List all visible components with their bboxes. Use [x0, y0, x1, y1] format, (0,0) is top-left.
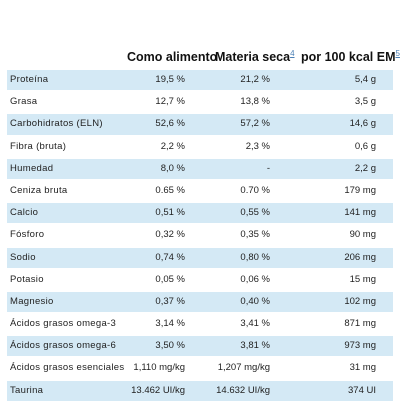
nutrient-name: Ácidos grasos esenciales [10, 362, 125, 374]
table-row: Humedad 8,0 % - 2,2 g [7, 158, 393, 181]
nutrient-name: Potasio [10, 273, 44, 285]
header-per-100-kcal: por 100 kcal EM5 [301, 49, 400, 64]
dry-matter-value: 57,2 % [240, 118, 270, 130]
nutrient-name: Carbohidratos (ELN) [10, 118, 103, 130]
nutrient-name: Ácidos grasos omega-3 [10, 318, 117, 330]
table-header: Como alimento Materia seca4 por 100 kcal… [7, 49, 400, 70]
table-row: Fósforo 0,32 % 0,35 % 90 mg [7, 225, 393, 248]
per-100-kcal-value: 141 mg [344, 207, 376, 219]
table-row: Ácidos grasos esenciales 1,110 mg/kg 1,207… [7, 358, 393, 381]
nutrient-name: Taurina [10, 384, 44, 396]
dry-matter-value: 13,8 % [240, 96, 270, 108]
as-fed-value: 3,14 % [155, 318, 185, 330]
per-100-kcal-value: 871 mg [344, 318, 376, 330]
dry-matter-value: 14.632 UI/kg [216, 384, 270, 396]
dry-matter-value: - [266, 162, 270, 174]
per-100-kcal-value: 102 mg [344, 295, 376, 307]
as-fed-value: 52,6 % [155, 118, 185, 130]
per-100-kcal-value: 15 mg [349, 273, 376, 285]
per-100-kcal-value: 374 UI [348, 384, 376, 396]
table-row: Potasio 0,05 % 0,06 % 15 mg [7, 269, 393, 292]
header-dry-matter-label: Materia seca [215, 50, 291, 64]
nutrient-name: Fibra (bruta) [10, 140, 67, 152]
as-fed-value: 0.65 % [155, 184, 185, 196]
dry-matter-value: 3,81 % [240, 340, 270, 352]
header-as-fed: Como alimento [127, 50, 218, 64]
nutrient-name: Fósforo [10, 229, 45, 241]
nutrient-name: Humedad [10, 162, 54, 174]
table-row: Carbohidratos (ELN) 52,6 % 57,2 % 14,6 g [7, 114, 393, 137]
dry-matter-value: 0,80 % [240, 251, 270, 263]
table-row: Taurina 13.462 UI/kg 14.632 UI/kg 374 UI [7, 380, 393, 403]
as-fed-value: 12,7 % [155, 96, 185, 108]
footnote-link-4[interactable]: 4 [290, 48, 295, 58]
dry-matter-value: 0,06 % [240, 273, 270, 285]
table-row: Ceniza bruta 0.65 % 0.70 % 179 mg [7, 180, 393, 204]
as-fed-value: 8,0 % [160, 162, 185, 174]
dry-matter-value: 1,207 mg/kg [217, 362, 270, 374]
per-100-kcal-value: 179 mg [344, 184, 376, 196]
dry-matter-value: 0.70 % [240, 184, 270, 196]
nutrient-name: Ácidos grasos omega-6 [10, 340, 117, 352]
table-row: Ácidos grasos omega-6 3,50 % 3,81 % 973 mg [7, 336, 393, 359]
per-100-kcal-value: 31 mg [349, 362, 376, 374]
per-100-kcal-value: 5,4 g [354, 74, 376, 85]
dry-matter-value: 3,41 % [240, 318, 270, 330]
table-row: Calcio 0,51 % 0,55 % 141 mg [7, 203, 393, 226]
dry-matter-value: 0,55 % [240, 207, 270, 219]
header-per-100-kcal-label: por 100 kcal EM [301, 50, 396, 64]
nutrient-name: Calcio [10, 207, 39, 219]
table-row: Fibra (bruta) 2,2 % 2,3 % 0,6 g [7, 136, 393, 159]
per-100-kcal-value: 0,6 g [354, 140, 376, 152]
per-100-kcal-value: 3,5 g [354, 96, 376, 108]
table-body: Proteína 19,5 % 21,2 % 5,4 g Grasa 12,7 % 13,8… [7, 70, 393, 403]
dry-matter-value: 0,35 % [240, 229, 270, 241]
nutrient-name: Grasa [10, 96, 38, 108]
table-row: Grasa 12,7 % 13,8 % 3,5 g [7, 92, 393, 115]
as-fed-value: 3,50 % [155, 340, 185, 352]
as-fed-value: 0,51 % [155, 207, 185, 219]
as-fed-value: 0,32 % [155, 229, 185, 241]
per-100-kcal-value: 206 mg [344, 251, 376, 263]
as-fed-value: 1,110 mg/kg [133, 362, 185, 374]
footnote-link-5[interactable]: 5 [395, 48, 400, 58]
nutrient-name: Sodio [10, 251, 36, 263]
dry-matter-value: 21,2 % [240, 74, 270, 85]
nutrition-table: Como alimento Materia seca4 por 100 kcal… [7, 49, 400, 403]
table-row: Proteína 19,5 % 21,2 % 5,4 g [7, 70, 393, 93]
nutrient-name: Proteína [10, 74, 49, 85]
per-100-kcal-value: 973 mg [344, 340, 376, 352]
nutrient-name: Ceniza bruta [10, 184, 68, 196]
as-fed-value: 19,5 % [155, 74, 185, 85]
per-100-kcal-value: 14,6 g [349, 118, 376, 130]
per-100-kcal-value: 90 mg [349, 229, 376, 241]
table-row: Ácidos grasos omega-3 3,14 % 3,41 % 871 mg [7, 314, 393, 337]
as-fed-value: 0,74 % [155, 251, 185, 263]
as-fed-value: 2,2 % [160, 140, 185, 152]
header-dry-matter: Materia seca4 [215, 49, 295, 64]
as-fed-value: 0,37 % [155, 295, 185, 307]
nutrient-name: Magnesio [10, 295, 54, 307]
table-row: Magnesio 0,37 % 0,40 % 102 mg [7, 291, 393, 315]
dry-matter-value: 0,40 % [240, 295, 270, 307]
as-fed-value: 13.462 UI/kg [131, 384, 185, 396]
table-row: Sodio 0,74 % 0,80 % 206 mg [7, 247, 393, 270]
as-fed-value: 0,05 % [155, 273, 185, 285]
dry-matter-value: 2,3 % [245, 140, 270, 152]
per-100-kcal-value: 2,2 g [354, 162, 376, 174]
